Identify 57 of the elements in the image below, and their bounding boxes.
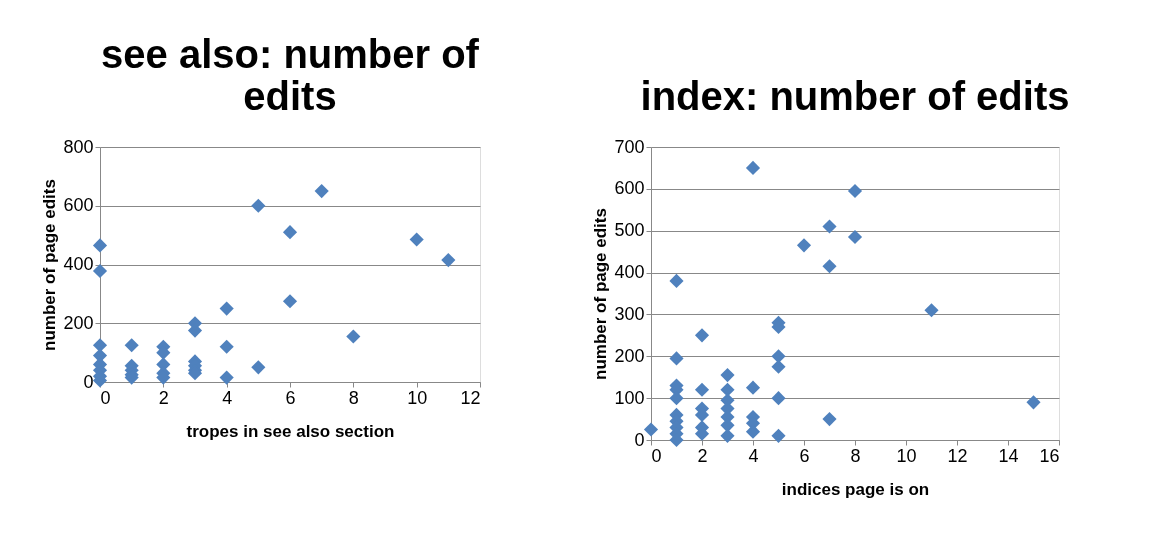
chart-title: see also: number of edits (101, 32, 480, 118)
x-tick-label: 6 (799, 445, 810, 466)
point (847, 183, 863, 199)
point (720, 368, 735, 383)
x-tick-label: 8 (850, 445, 861, 466)
y-tick-label: 0 (634, 429, 645, 450)
y-tick-label: 400 (63, 254, 94, 274)
point (822, 412, 837, 427)
point (822, 259, 837, 274)
point (771, 391, 786, 406)
x-tick-label: 4 (748, 445, 759, 466)
y-tick-label: 100 (614, 387, 645, 408)
point (720, 428, 735, 443)
y-axis-title: number of page edits (40, 179, 60, 351)
point (847, 229, 863, 245)
x-tick-label: 16 (1039, 445, 1060, 466)
x-tick-label: 8 (348, 387, 359, 408)
y-tick-label: 200 (63, 312, 94, 333)
x-tick-label: 2 (158, 387, 169, 408)
x-tick-label: 14 (998, 445, 1019, 466)
x-tick-label: 12 (947, 445, 968, 466)
y-tick-label: 600 (614, 178, 645, 199)
chart-title: index: number of edits (640, 74, 1070, 118)
x-tick-label: 10 (407, 387, 428, 408)
x-axis-title: indices page is on (781, 479, 930, 499)
point (669, 351, 684, 366)
x-tick-label: 0 (100, 387, 111, 408)
point (924, 303, 939, 318)
y-tick-label: 800 (63, 136, 94, 157)
point (745, 380, 761, 395)
point (669, 273, 684, 289)
x-tick-label: 12 (460, 387, 481, 408)
y-tick-label: 300 (614, 303, 645, 324)
y-tick-label: 600 (63, 195, 94, 216)
point (694, 382, 710, 397)
y-tick-label: 700 (614, 136, 645, 157)
point (694, 328, 710, 343)
point (720, 382, 735, 397)
point (822, 219, 837, 234)
point (771, 359, 786, 374)
x-axis-title: tropes in see also section (186, 421, 395, 441)
point (1026, 395, 1041, 410)
point (796, 238, 812, 253)
y-tick-label: 500 (614, 220, 645, 241)
y-tick-label: 0 (83, 371, 94, 392)
y-axis-title: number of page edits (591, 208, 611, 380)
x-tick-label: 6 (285, 387, 296, 408)
y-tick-label: 400 (614, 262, 645, 283)
point (745, 160, 761, 175)
point (643, 422, 659, 437)
x-tick-label: 2 (697, 445, 708, 466)
point (771, 349, 786, 364)
x-tick-label: 4 (222, 387, 233, 408)
x-tick-label: 10 (896, 445, 917, 466)
point (771, 428, 786, 443)
x-tick-label: 0 (651, 445, 662, 466)
y-tick-label: 200 (614, 345, 645, 366)
